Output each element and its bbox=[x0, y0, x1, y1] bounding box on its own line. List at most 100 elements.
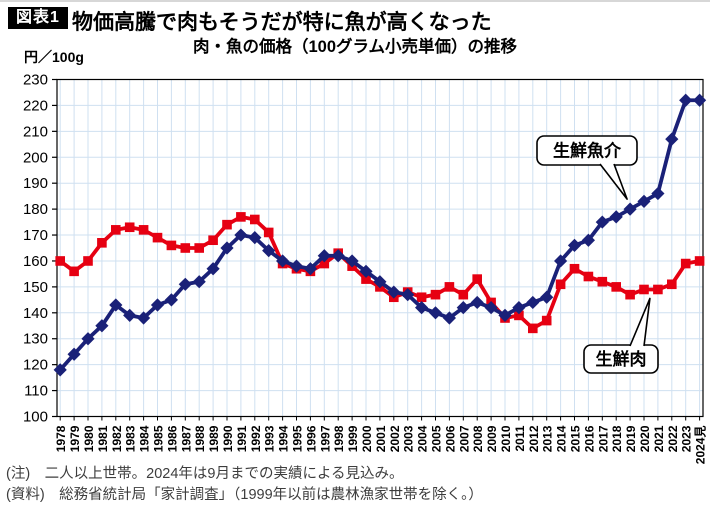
meat-marker bbox=[236, 212, 246, 222]
y-axis-unit-label: 円／100g bbox=[24, 49, 84, 65]
x-tick-label: 2007 bbox=[457, 425, 471, 452]
fish-marker bbox=[554, 254, 568, 268]
x-tick-label: 1988 bbox=[193, 425, 207, 452]
fish-marker bbox=[609, 210, 623, 224]
meat-marker bbox=[528, 323, 538, 334]
meat-marker bbox=[514, 310, 524, 321]
top-divider bbox=[0, 0, 710, 2]
fish-marker bbox=[345, 254, 359, 268]
x-tick-label: 2017 bbox=[596, 425, 610, 452]
x-tick-label: 1986 bbox=[165, 425, 179, 452]
meat-marker bbox=[541, 315, 552, 326]
x-tick-label: 2022 bbox=[666, 425, 680, 452]
fish-marker bbox=[456, 301, 470, 315]
x-tick-label: 1994 bbox=[277, 425, 291, 452]
meat-marker bbox=[124, 222, 135, 233]
meat-marker bbox=[138, 225, 149, 235]
x-tick-label: 1985 bbox=[152, 425, 166, 452]
meat-marker bbox=[472, 274, 482, 284]
x-tick-label: 2016 bbox=[582, 425, 596, 452]
fish-marker bbox=[248, 231, 262, 245]
figure-tag: 図表1 bbox=[8, 7, 68, 29]
figure-title: 物価高騰で肉もそうだが特に魚が高くなった bbox=[72, 11, 492, 34]
fish-marker bbox=[512, 301, 526, 315]
meat-marker bbox=[319, 258, 330, 269]
callout-label: 生鮮魚介 bbox=[553, 141, 622, 161]
meat-marker bbox=[430, 289, 441, 300]
fish-marker bbox=[373, 275, 387, 289]
meat-marker bbox=[597, 276, 608, 287]
x-tick-label: 1990 bbox=[221, 425, 235, 452]
x-tick-label: 1999 bbox=[346, 425, 360, 452]
fish-marker bbox=[150, 298, 165, 312]
y-tick-label: 180 bbox=[23, 201, 48, 218]
x-tick-label: 2015 bbox=[569, 425, 583, 452]
x-tick-label: 2002 bbox=[388, 425, 402, 452]
fish-marker bbox=[303, 262, 317, 276]
fish-marker bbox=[359, 264, 373, 278]
series-生鮮魚介 bbox=[53, 93, 707, 377]
fish-marker bbox=[637, 194, 651, 208]
meat-marker bbox=[667, 279, 677, 290]
x-tick-label: 1987 bbox=[179, 425, 193, 452]
fish-marker bbox=[470, 295, 484, 310]
footnotes: (注) 二人以上世帯。2024年は9月までの実績による見込み。 (資料) 総務省… bbox=[6, 464, 483, 506]
fish-marker bbox=[665, 132, 679, 146]
x-tick-label: 1993 bbox=[263, 425, 277, 452]
fish-marker bbox=[581, 233, 595, 247]
fish-marker bbox=[276, 254, 290, 268]
meat-marker bbox=[555, 279, 566, 290]
x-tick-label: 2018 bbox=[610, 425, 624, 452]
x-tick-label: 2012 bbox=[527, 425, 541, 452]
fish-marker bbox=[109, 298, 123, 312]
fish-marker bbox=[415, 301, 429, 315]
meat-marker bbox=[222, 219, 232, 230]
fish-marker bbox=[53, 363, 67, 377]
x-tick-label: 2010 bbox=[499, 425, 513, 452]
meat-marker bbox=[639, 284, 649, 295]
x-tick-label: 1983 bbox=[124, 425, 138, 452]
callout-label: 生鮮肉 bbox=[596, 349, 647, 369]
meat-marker bbox=[444, 282, 455, 292]
fish-marker bbox=[651, 186, 665, 201]
meat-marker bbox=[611, 282, 621, 292]
x-tick-label: 1992 bbox=[249, 425, 263, 452]
chart-title: 肉・魚の価格（100グラム小売単価）の推移 bbox=[192, 38, 518, 56]
x-tick-label: 2013 bbox=[541, 425, 555, 452]
fish-marker bbox=[693, 93, 707, 107]
x-tick-label: 1996 bbox=[304, 425, 318, 452]
fish-marker bbox=[192, 275, 206, 289]
x-tick-label: 1989 bbox=[207, 425, 221, 452]
x-tick-label: 2014 bbox=[555, 425, 569, 452]
fish-marker bbox=[289, 259, 304, 273]
y-tick-label: 130 bbox=[23, 331, 48, 348]
meat-marker bbox=[680, 258, 691, 269]
x-tick-label: 1981 bbox=[96, 425, 110, 452]
fish-callout: 生鮮魚介 bbox=[536, 135, 638, 200]
fish-marker bbox=[484, 301, 498, 315]
x-tick-label: 1980 bbox=[82, 425, 96, 452]
y-tick-label: 200 bbox=[23, 149, 48, 166]
fish-marker bbox=[428, 306, 443, 320]
fish-marker bbox=[401, 288, 415, 302]
x-tick-label: 1998 bbox=[332, 425, 346, 452]
fish-marker bbox=[95, 319, 109, 333]
meat-marker bbox=[83, 256, 93, 266]
x-tick-label: 2004 bbox=[416, 425, 430, 452]
fish-marker bbox=[498, 308, 512, 322]
x-tick-label: 2021 bbox=[652, 425, 666, 452]
y-tick-label: 220 bbox=[23, 97, 48, 114]
meat-marker bbox=[569, 263, 580, 274]
fish-marker bbox=[567, 238, 582, 253]
fish-marker bbox=[178, 277, 192, 291]
meat-marker bbox=[97, 238, 107, 248]
axis-ticks: 100 110 120 130 140 150 160 170 180 190 200 210 220 2… bbox=[23, 72, 708, 465]
fish-marker bbox=[262, 243, 276, 258]
x-tick-label: 1979 bbox=[68, 425, 82, 452]
meat-marker bbox=[194, 243, 204, 253]
meat-marker bbox=[152, 232, 163, 243]
source-line: (資料) 総務省統計局「家計調査」（1999年以前は農林漁家世帯を除く。） bbox=[6, 487, 483, 504]
meat-marker bbox=[111, 225, 121, 235]
